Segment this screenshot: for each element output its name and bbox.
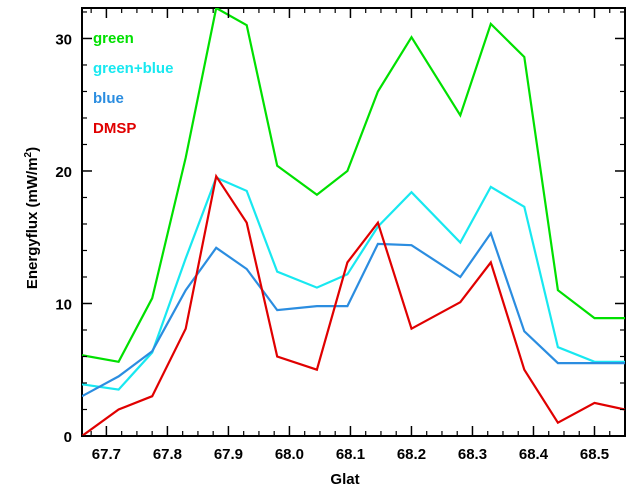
axis-titles: Glat Energyflux (mW/m2) bbox=[23, 147, 360, 488]
y-tick-label: 20 bbox=[55, 164, 72, 181]
x-tick-label: 67.7 bbox=[92, 446, 121, 463]
series-line-dmsp bbox=[82, 173, 625, 436]
series-layer bbox=[82, 8, 625, 436]
plot-frame-layer bbox=[81, 7, 626, 437]
series-line-green bbox=[82, 8, 625, 364]
plot-frame bbox=[81, 7, 626, 437]
x-tick-label: 68.3 bbox=[458, 446, 487, 463]
y-tick-label: 10 bbox=[55, 296, 72, 313]
y-axis-title-close: ) bbox=[24, 147, 41, 152]
x-tick-label: 68.0 bbox=[275, 446, 304, 463]
y-axis-title-main: Energyflux (mW/m bbox=[24, 157, 41, 289]
legend: green green+blue blue DMSP bbox=[93, 30, 173, 137]
legend-entry-green-blue: green+blue bbox=[93, 60, 173, 77]
x-tick-label: 68.1 bbox=[336, 446, 365, 463]
legend-entry-blue: blue bbox=[93, 90, 124, 107]
x-tick-label: 67.8 bbox=[153, 446, 182, 463]
x-tick-label: 68.2 bbox=[397, 446, 426, 463]
x-tick-label: 68.4 bbox=[519, 446, 549, 463]
y-axis-title-superscript: 2 bbox=[23, 151, 34, 157]
y-axis-title: Energyflux (mW/m2) bbox=[23, 147, 41, 289]
legend-entry-dmsp: DMSP bbox=[93, 120, 136, 137]
y-tick-label: 0 bbox=[64, 429, 72, 446]
x-tick-label: 68.5 bbox=[580, 446, 609, 463]
series-line-blue bbox=[82, 230, 625, 398]
y-tick-label: 30 bbox=[55, 31, 72, 48]
x-tick-label: 67.9 bbox=[214, 446, 243, 463]
ticks-layer: 67.7 67.8 67.9 68.0 68.1 68.2 68.3 68.4 68.5 0 10 2… bbox=[55, 8, 626, 463]
series-line-green-blue bbox=[82, 176, 625, 391]
legend-entry-green: green bbox=[93, 30, 134, 47]
x-axis-title: Glat bbox=[330, 471, 359, 488]
